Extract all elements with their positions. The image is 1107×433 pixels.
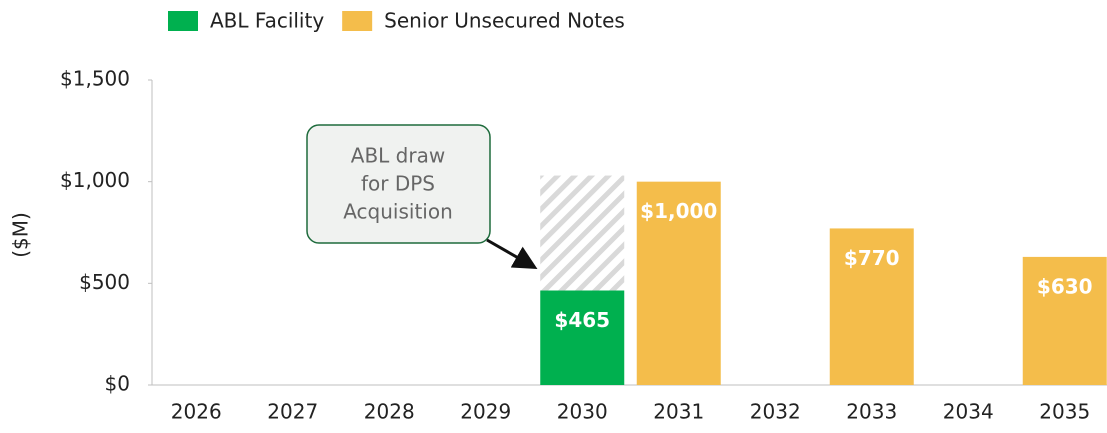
- x-tick-label: 2028: [364, 400, 415, 424]
- value-label: $630: [1037, 274, 1093, 298]
- annotation-arrow: [486, 238, 538, 269]
- x-tick-label: 2027: [267, 400, 318, 424]
- bar: [540, 290, 625, 385]
- legend-swatch: [168, 11, 198, 31]
- x-tick-label: 2029: [460, 400, 511, 424]
- y-tick-label: $1,000: [60, 168, 130, 192]
- value-label: $1,000: [640, 199, 717, 223]
- bar: [1022, 256, 1107, 385]
- annotation-text: Acquisition: [343, 200, 453, 224]
- x-tick-label: 2026: [171, 400, 222, 424]
- x-tick-label: 2032: [750, 400, 801, 424]
- x-tick-label: 2035: [1039, 400, 1090, 424]
- annotation-text: for DPS: [361, 172, 435, 196]
- x-tick-label: 2034: [943, 400, 994, 424]
- y-axis-label: ($M): [9, 212, 33, 258]
- annotation-text: ABL draw: [351, 144, 445, 168]
- value-label: $465: [554, 308, 610, 332]
- legend-swatch: [342, 11, 373, 31]
- x-tick-label: 2030: [557, 400, 608, 424]
- legend-label: Senior Unsecured Notes: [384, 9, 625, 33]
- hatched-segment: [540, 175, 625, 291]
- value-label: $770: [844, 246, 900, 270]
- x-tick-label: 2031: [653, 400, 704, 424]
- y-tick-label: $0: [105, 372, 130, 396]
- legend-label: ABL Facility: [210, 9, 324, 33]
- annotation-box: [306, 124, 491, 244]
- x-tick-label: 2033: [846, 400, 897, 424]
- bar: [829, 228, 914, 385]
- y-tick-label: $1,500: [60, 67, 130, 91]
- y-tick-label: $500: [79, 270, 130, 294]
- bar: [636, 181, 721, 385]
